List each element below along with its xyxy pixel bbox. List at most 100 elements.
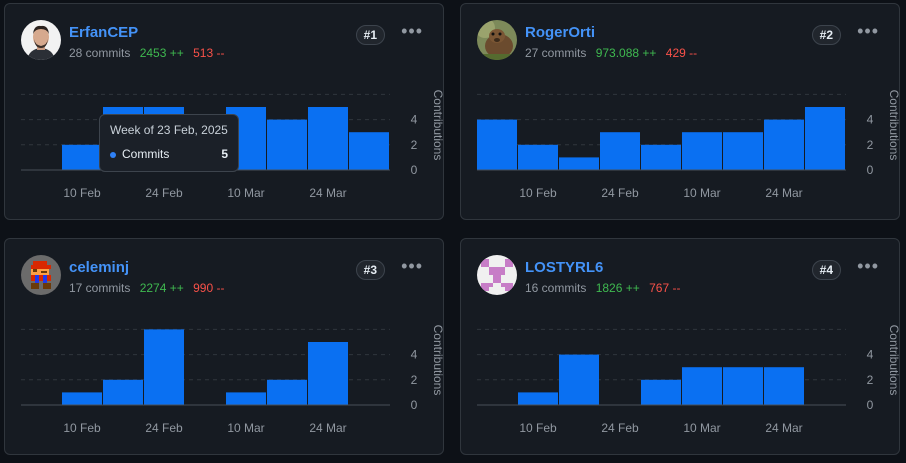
y-axis-label: Contributions xyxy=(431,90,445,161)
rank-badge: #3 xyxy=(355,260,385,280)
commit-count: 28 commits xyxy=(69,46,131,60)
chart-bar[interactable] xyxy=(518,144,558,170)
contributor-card: LOSTYRL6 16 commits 1826 ++ 767 -- #4 ••… xyxy=(460,238,901,455)
rank-badge: #4 xyxy=(811,260,841,280)
chart-bar[interactable] xyxy=(477,119,517,170)
contributor-stats: 28 commits 2453 ++ 513 -- xyxy=(69,46,224,60)
x-tick-label: 10 Mar xyxy=(683,421,720,435)
contributor-username[interactable]: celeminj xyxy=(69,259,130,276)
y-tick-label: 0 xyxy=(411,163,418,177)
deletions-count: 429 -- xyxy=(665,46,698,60)
y-tick-label: 2 xyxy=(411,138,418,152)
x-tick-label: 10 Feb xyxy=(63,421,101,435)
additions-count: 1826 ++ xyxy=(595,281,640,295)
contributor-stats: 17 commits 2274 ++ 990 -- xyxy=(69,281,224,295)
chart-bar[interactable] xyxy=(641,379,681,405)
x-tick-label: 10 Mar xyxy=(683,186,720,200)
avatar[interactable] xyxy=(21,20,61,60)
y-tick-label: 0 xyxy=(411,398,418,412)
commit-count: 16 commits xyxy=(525,281,587,295)
kebab-menu-icon[interactable]: ••• xyxy=(401,256,423,276)
x-tick-label: 24 Mar xyxy=(765,186,802,200)
avatar[interactable] xyxy=(477,255,517,295)
identicon-icon xyxy=(477,255,517,295)
commit-count: 27 commits xyxy=(525,46,587,60)
contributor-card: celeminj 17 commits 2274 ++ 990 -- #3 ••… xyxy=(4,238,445,455)
chart-bar[interactable] xyxy=(226,392,266,405)
kebab-menu-icon[interactable]: ••• xyxy=(857,21,879,41)
tooltip-label: Commits xyxy=(122,147,170,161)
deletions-count: 513 -- xyxy=(193,46,225,60)
chart-bar[interactable] xyxy=(682,367,722,405)
x-tick-label: 10 Feb xyxy=(519,421,557,435)
chart-bar[interactable] xyxy=(308,107,348,170)
pixel-mario-icon xyxy=(21,255,61,295)
contributor-card: RogerOrti 27 commits 973.088 ++ 429 -- #… xyxy=(460,3,901,220)
chart-bar[interactable] xyxy=(62,392,102,405)
chart-bar[interactable] xyxy=(62,144,102,170)
chart-bar[interactable] xyxy=(308,342,348,405)
chart-bar[interactable] xyxy=(267,379,307,405)
chart-tooltip: Week of 23 Feb, 2025 Commits 5 xyxy=(99,114,239,172)
chart-bar[interactable] xyxy=(518,392,558,405)
chart-bar[interactable] xyxy=(764,119,804,170)
additions-count: 2453 ++ xyxy=(139,46,184,60)
chart-bar[interactable] xyxy=(144,329,184,405)
x-tick-label: 10 Feb xyxy=(63,186,101,200)
contributor-username[interactable]: RogerOrti xyxy=(525,24,596,41)
chart-bar[interactable] xyxy=(723,367,763,405)
avatar[interactable] xyxy=(21,255,61,295)
contributor-stats: 16 commits 1826 ++ 767 -- xyxy=(525,281,680,295)
chart-bar[interactable] xyxy=(764,367,804,405)
y-tick-label: 2 xyxy=(411,373,418,387)
y-axis-label: Contributions xyxy=(887,325,901,396)
x-tick-label: 24 Feb xyxy=(601,421,639,435)
y-tick-label: 4 xyxy=(867,348,874,362)
chart-bar[interactable] xyxy=(349,132,389,170)
commit-count: 17 commits xyxy=(69,281,131,295)
chart-bar[interactable] xyxy=(559,354,599,405)
contributor-stats: 27 commits 973.088 ++ 429 -- xyxy=(525,46,697,60)
y-axis-label: Contributions xyxy=(431,325,445,396)
rank-badge: #2 xyxy=(811,25,841,45)
x-tick-label: 10 Mar xyxy=(227,186,264,200)
y-tick-label: 4 xyxy=(867,113,874,127)
chart-bar[interactable] xyxy=(600,132,640,170)
y-tick-label: 4 xyxy=(411,348,418,362)
additions-count: 973.088 ++ xyxy=(595,46,657,60)
x-tick-label: 24 Mar xyxy=(765,421,802,435)
chart-bar[interactable] xyxy=(103,379,143,405)
y-tick-label: 2 xyxy=(867,138,874,152)
rank-badge: #1 xyxy=(355,25,385,45)
chart-bar[interactable] xyxy=(267,119,307,170)
y-axis-label: Contributions xyxy=(887,90,901,161)
tooltip-value: 5 xyxy=(221,147,228,161)
x-tick-label: 24 Mar xyxy=(309,186,346,200)
chart-bar[interactable] xyxy=(559,157,599,170)
y-tick-label: 4 xyxy=(411,113,418,127)
man-portrait-icon xyxy=(21,20,61,60)
contributor-username[interactable]: LOSTYRL6 xyxy=(525,259,604,276)
deletions-count: 990 -- xyxy=(193,281,225,295)
chart-bar[interactable] xyxy=(641,144,681,170)
x-tick-label: 24 Feb xyxy=(601,186,639,200)
x-tick-label: 10 Feb xyxy=(519,186,557,200)
contributions-chart: 10 Feb 24 Feb 10 Mar 24 Mar 0 2 4 Contributions xyxy=(21,90,445,200)
contributor-username[interactable]: ErfanCEP xyxy=(69,24,139,41)
additions-count: 2274 ++ xyxy=(139,281,184,295)
tooltip-title: Week of 23 Feb, 2025 xyxy=(110,123,228,137)
x-tick-label: 24 Mar xyxy=(309,421,346,435)
deletions-count: 767 -- xyxy=(649,281,681,295)
contributions-chart: 10 Feb 24 Feb 10 Mar 24 Mar 0 2 4 Contributions xyxy=(477,325,901,435)
kebab-menu-icon[interactable]: ••• xyxy=(401,21,423,41)
chart-bar[interactable] xyxy=(723,132,763,170)
y-tick-label: 2 xyxy=(867,373,874,387)
y-tick-label: 0 xyxy=(867,398,874,412)
kebab-menu-icon[interactable]: ••• xyxy=(857,256,879,276)
contributor-card: ErfanCEP 28 commits 2453 ++ 513 -- #1 ••… xyxy=(4,3,445,220)
y-tick-label: 0 xyxy=(867,163,874,177)
contributions-chart: 10 Feb 24 Feb 10 Mar 24 Mar 0 2 4 Contributions xyxy=(21,325,445,435)
chart-bar[interactable] xyxy=(682,132,722,170)
x-tick-label: 24 Feb xyxy=(145,421,183,435)
chart-bar[interactable] xyxy=(805,107,845,170)
